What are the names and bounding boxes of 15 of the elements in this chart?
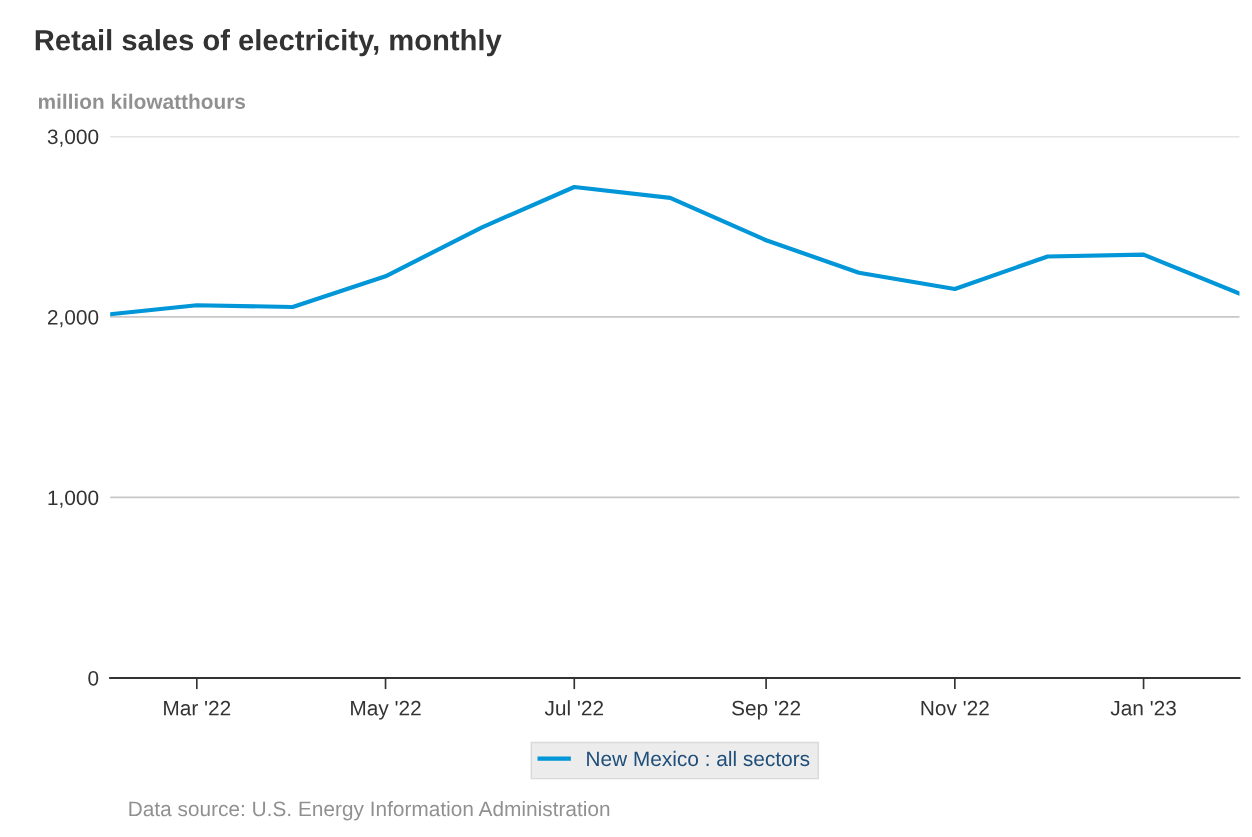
x-tick-label: Sep '22 bbox=[732, 700, 801, 720]
x-tick-label: Jul '22 bbox=[544, 700, 604, 716]
x-tick-label: Mar '22 bbox=[164, 700, 231, 716]
y-tick-label: 1,000 bbox=[48, 490, 99, 508]
y-tick-label: 2,000 bbox=[47, 309, 99, 328]
legend-label: New Mexico : all sectors bbox=[587, 750, 810, 767]
x-tick-label: May '22 bbox=[351, 700, 421, 720]
x-tick-label: Nov '22 bbox=[921, 700, 989, 716]
y-tick-label: 3,000 bbox=[47, 129, 99, 147]
chart-title: Retail sales of electricity, monthly bbox=[35, 29, 502, 57]
line-series bbox=[110, 184, 1240, 317]
source-note: Data source: U.S. Energy Information Administration bbox=[129, 800, 610, 821]
x-tick-label: Jan '23 bbox=[1110, 700, 1176, 716]
y-tick-label: 0 bbox=[88, 670, 99, 686]
y-axis-title: million kilowatthours bbox=[38, 93, 246, 110]
